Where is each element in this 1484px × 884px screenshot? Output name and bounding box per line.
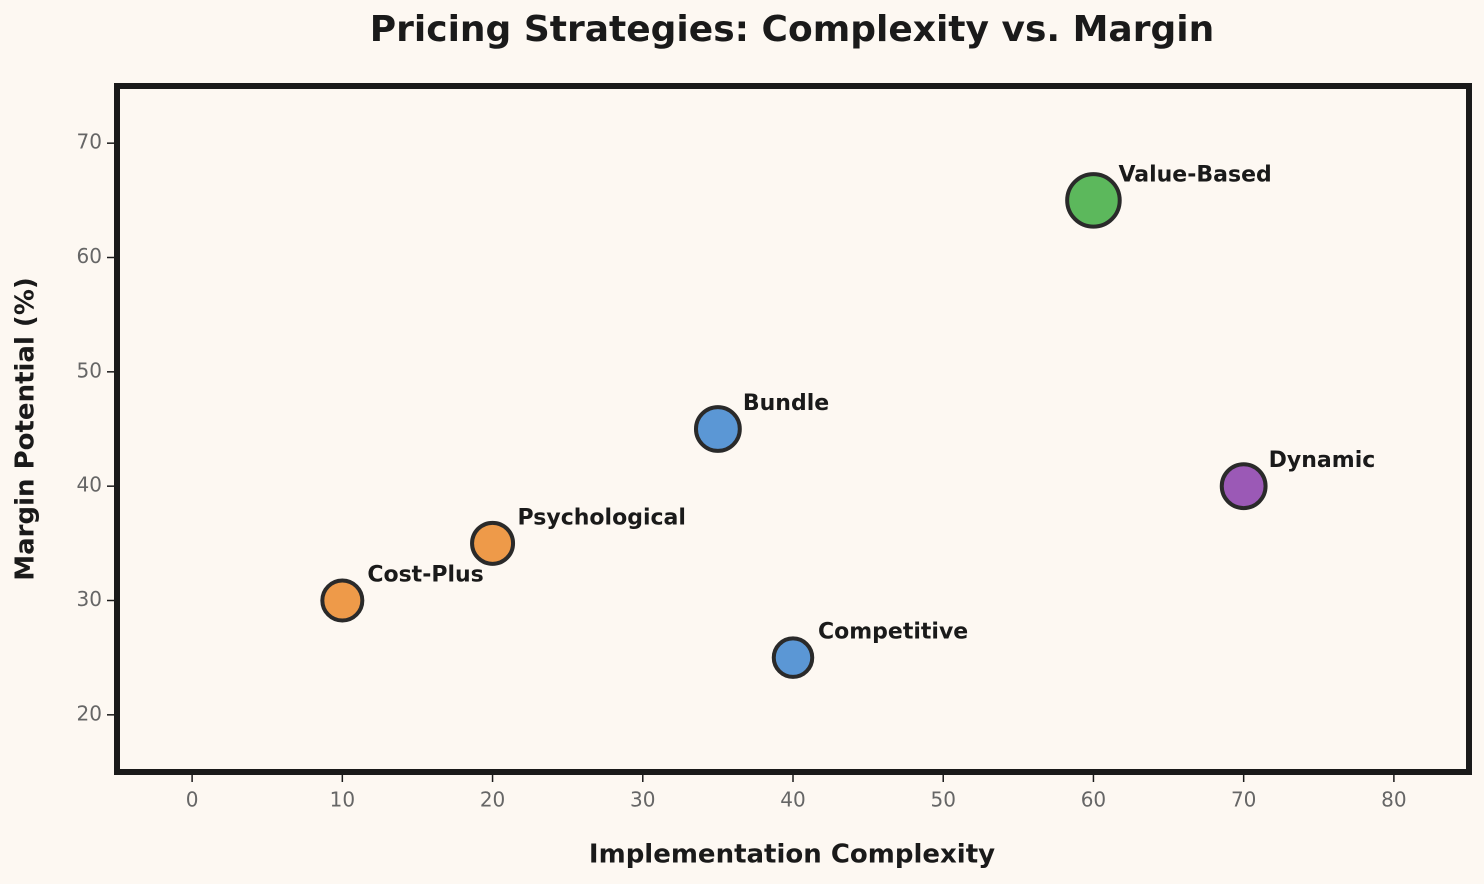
x-tick-label: 0 xyxy=(186,788,199,812)
y-tick-label: 50 xyxy=(77,358,102,382)
point-label: Value-Based xyxy=(1118,162,1271,187)
y-axis-label: Margin Potential (%) xyxy=(11,277,41,580)
point xyxy=(1065,172,1122,229)
x-tick-label: 80 xyxy=(1381,788,1406,812)
x-tick-label: 70 xyxy=(1231,788,1256,812)
y-tick-label: 60 xyxy=(77,244,102,268)
point-label: Dynamic xyxy=(1269,448,1376,473)
point xyxy=(320,578,365,623)
point xyxy=(771,636,815,679)
chart-title: Pricing Strategies: Complexity vs. Margi… xyxy=(370,9,1214,50)
point xyxy=(470,520,516,566)
x-tick-label: 20 xyxy=(480,788,505,812)
x-tick-label: 30 xyxy=(630,788,655,812)
x-tick-label: 40 xyxy=(780,788,805,812)
point-label: Competitive xyxy=(818,620,968,645)
x-tick-label: 50 xyxy=(930,788,955,812)
point-label: Bundle xyxy=(743,391,829,416)
x-tick-label: 60 xyxy=(1081,788,1106,812)
point-label: Cost-Plus xyxy=(367,563,483,588)
y-tick-label: 30 xyxy=(77,587,102,611)
x-axis-label: Implementation Complexity xyxy=(589,840,995,870)
y-tick-label: 40 xyxy=(77,473,102,497)
y-tick-label: 70 xyxy=(77,130,102,154)
plot-frame xyxy=(114,83,1472,775)
point xyxy=(1219,462,1268,511)
y-tick-label: 20 xyxy=(77,701,102,725)
x-tick-label: 10 xyxy=(330,788,355,812)
point xyxy=(693,405,742,453)
point-label: Psychological xyxy=(518,505,686,530)
